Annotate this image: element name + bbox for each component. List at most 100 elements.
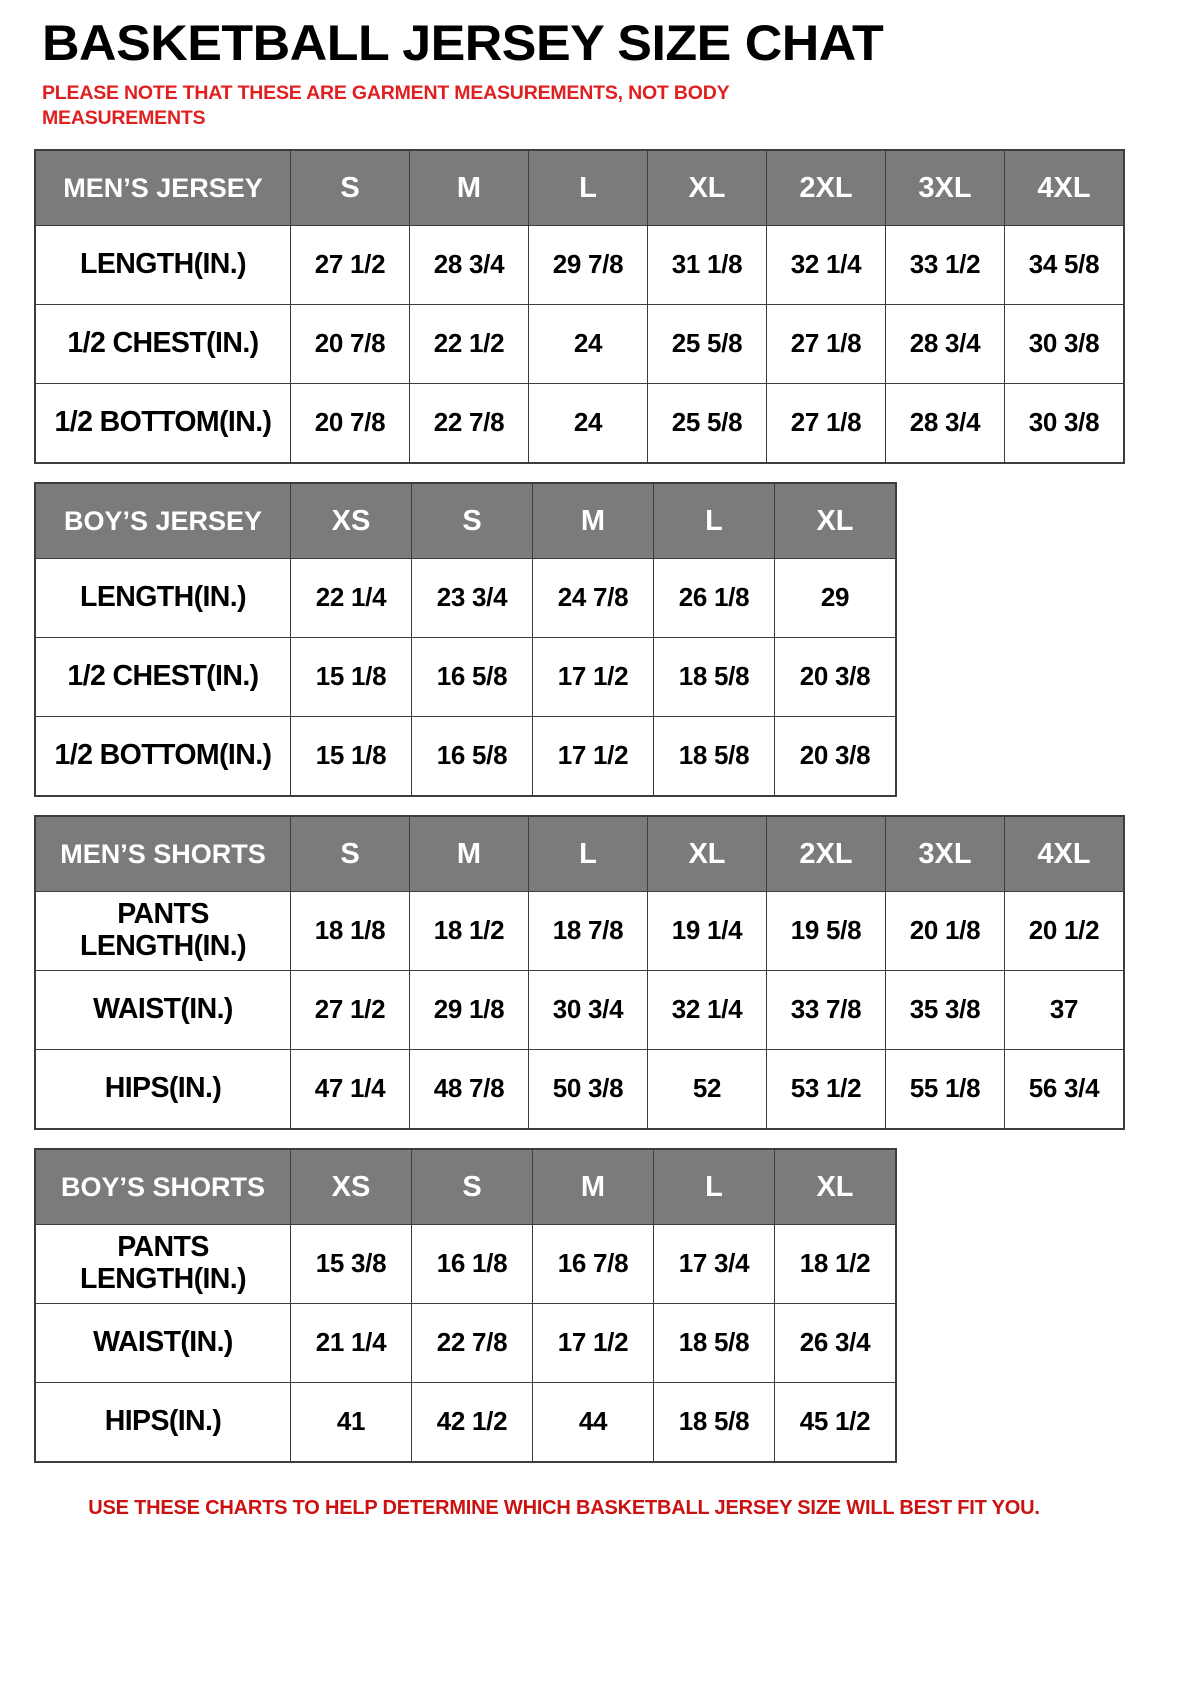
- measurement-cell: 32 1/4: [766, 224, 886, 305]
- column-header-m: M: [532, 482, 654, 559]
- page-title: BASKETBALL JERSEY SIZE CHAT: [42, 15, 884, 71]
- column-header-s: S: [411, 482, 533, 559]
- measurement-cell: 25 5/8: [647, 303, 767, 384]
- measurement-cell: 24: [528, 382, 648, 464]
- size-table-mens-jersey: MEN’S JERSEY S M L XL 2XL 3XL 4XL LENGTH(IN.) 27 …: [34, 148, 1125, 464]
- row-label-line-1: PANTS: [117, 898, 209, 930]
- column-header-l: L: [528, 815, 648, 892]
- measurement-note: PLEASE NOTE THAT THESE ARE GARMENT MEASU…: [42, 82, 730, 129]
- measurement-cell: 20 3/8: [774, 715, 897, 797]
- table-row: HIPS(IN.) 41 42 1/2 44 18 5/8 45 1/2: [34, 1381, 897, 1463]
- row-label: 1/2 BOTTOM(IN.): [34, 382, 291, 464]
- measurement-cell: 56 3/4: [1004, 1048, 1125, 1130]
- measurement-cell: 41: [290, 1381, 412, 1463]
- table-row: LENGTH(IN.) 22 1/4 23 3/4 24 7/8 26 1/8 29: [34, 557, 897, 638]
- column-header-4xl: 4XL: [1004, 149, 1125, 226]
- table-row: 1/2 BOTTOM(IN.) 20 7/8 22 7/8 24 25 5/8 27 1/…: [34, 382, 1125, 464]
- table-header-row: BOY’S SHORTS XS S M L XL: [34, 1148, 897, 1225]
- size-table-boys-shorts: BOY’S SHORTS XS S M L XL PANTS LENGTH(IN.) 15 3/…: [34, 1147, 897, 1463]
- measurement-cell: 16 5/8: [411, 636, 533, 717]
- column-header-xl: XL: [647, 149, 767, 226]
- measurement-cell: 15 1/8: [290, 636, 412, 717]
- measurement-cell: 18 5/8: [653, 1381, 775, 1463]
- column-header-xl: XL: [774, 482, 897, 559]
- measurement-cell: 32 1/4: [647, 969, 767, 1050]
- table-wrapper-boys-jersey: BOY’S JERSEY XS S M L XL LENGTH(IN.) 22 1/4 23 3…: [34, 481, 1166, 797]
- row-label: PANTS LENGTH(IN.): [34, 890, 291, 971]
- row-label: 1/2 CHEST(IN.): [34, 303, 291, 384]
- tables-container: MEN’S JERSEY S M L XL 2XL 3XL 4XL LENGTH(IN.) 27 …: [34, 148, 1166, 1463]
- size-table-mens-shorts: MEN’S SHORTS S M L XL 2XL 3XL 4XL PANTS LENGTH(IN…: [34, 814, 1125, 1130]
- measurement-cell: 29 7/8: [528, 224, 648, 305]
- measurement-cell: 16 7/8: [532, 1223, 654, 1304]
- column-header-s: S: [290, 149, 410, 226]
- column-header-l: L: [653, 482, 775, 559]
- row-label-line-2: LENGTH(IN.): [80, 929, 247, 962]
- measurement-cell: 37: [1004, 969, 1125, 1050]
- measurement-cell: 35 3/8: [885, 969, 1005, 1050]
- row-label-line-1: PANTS: [117, 1231, 209, 1263]
- table-row: HIPS(IN.) 47 1/4 48 7/8 50 3/8 52 53 1/2 55 1/…: [34, 1048, 1125, 1130]
- table-corner-label: MEN’S JERSEY: [34, 149, 291, 226]
- measurement-cell: 27 1/2: [290, 224, 410, 305]
- measurement-cell: 24 7/8: [532, 557, 654, 638]
- row-label: WAIST(IN.): [34, 1302, 291, 1383]
- measurement-cell: 44: [532, 1381, 654, 1463]
- table-row: 1/2 CHEST(IN.) 15 1/8 16 5/8 17 1/2 18 5/8 20…: [34, 636, 897, 717]
- measurement-cell: 28 3/4: [885, 303, 1005, 384]
- column-header-2xl: 2XL: [766, 815, 886, 892]
- measurement-cell: 31 1/8: [647, 224, 767, 305]
- measurement-cell: 22 1/4: [290, 557, 412, 638]
- table-row: WAIST(IN.) 27 1/2 29 1/8 30 3/4 32 1/4 33 7/8…: [34, 969, 1125, 1050]
- measurement-cell: 15 1/8: [290, 715, 412, 797]
- row-label: 1/2 BOTTOM(IN.): [34, 715, 291, 797]
- measurement-cell: 17 1/2: [532, 1302, 654, 1383]
- table-corner-label: BOY’S SHORTS: [34, 1148, 291, 1225]
- measurement-cell: 30 3/8: [1004, 303, 1125, 384]
- measurement-cell: 17 3/4: [653, 1223, 775, 1304]
- measurement-cell: 20 7/8: [290, 382, 410, 464]
- measurement-cell: 18 1/2: [409, 890, 529, 971]
- measurement-cell: 34 5/8: [1004, 224, 1125, 305]
- measurement-cell: 50 3/8: [528, 1048, 648, 1130]
- measurement-cell: 55 1/8: [885, 1048, 1005, 1130]
- measurement-cell: 19 1/4: [647, 890, 767, 971]
- measurement-cell: 33 1/2: [885, 224, 1005, 305]
- measurement-cell: 18 1/8: [290, 890, 410, 971]
- row-label: 1/2 CHEST(IN.): [34, 636, 291, 717]
- measurement-cell: 27 1/8: [766, 382, 886, 464]
- measurement-cell: 26 1/8: [653, 557, 775, 638]
- measurement-cell: 22 7/8: [411, 1302, 533, 1383]
- row-label: LENGTH(IN.): [34, 224, 291, 305]
- measurement-cell: 20 1/2: [1004, 890, 1125, 971]
- measurement-cell: 16 5/8: [411, 715, 533, 797]
- table-header-row: MEN’S JERSEY S M L XL 2XL 3XL 4XL: [34, 149, 1125, 226]
- table-row: 1/2 CHEST(IN.) 20 7/8 22 1/2 24 25 5/8 27 1/8…: [34, 303, 1125, 384]
- measurement-cell: 15 3/8: [290, 1223, 412, 1304]
- measurement-cell: 18 7/8: [528, 890, 648, 971]
- table-wrapper-boys-shorts: BOY’S SHORTS XS S M L XL PANTS LENGTH(IN.) 15 3/…: [34, 1147, 1166, 1463]
- measurement-cell: 17 1/2: [532, 636, 654, 717]
- measurement-cell: 53 1/2: [766, 1048, 886, 1130]
- measurement-cell: 26 3/4: [774, 1302, 897, 1383]
- measurement-cell: 47 1/4: [290, 1048, 410, 1130]
- row-label: HIPS(IN.): [34, 1048, 291, 1130]
- column-header-m: M: [532, 1148, 654, 1225]
- column-header-xs: XS: [290, 482, 412, 559]
- measurement-cell: 16 1/8: [411, 1223, 533, 1304]
- measurement-cell: 18 5/8: [653, 1302, 775, 1383]
- column-header-l: L: [653, 1148, 775, 1225]
- table-corner-label: MEN’S SHORTS: [34, 815, 291, 892]
- footer-note: USE THESE CHARTS TO HELP DETERMINE WHICH…: [88, 1496, 1040, 1519]
- table-row: PANTS LENGTH(IN.) 18 1/8 18 1/2 18 7/8 19 1/4…: [34, 890, 1125, 971]
- measurement-cell: 30 3/8: [1004, 382, 1125, 464]
- table-row: 1/2 BOTTOM(IN.) 15 1/8 16 5/8 17 1/2 18 5/8 2…: [34, 715, 897, 797]
- column-header-s: S: [411, 1148, 533, 1225]
- measurement-cell: 22 7/8: [409, 382, 529, 464]
- measurement-cell: 23 3/4: [411, 557, 533, 638]
- column-header-3xl: 3XL: [885, 815, 1005, 892]
- column-header-s: S: [290, 815, 410, 892]
- table-header-row: MEN’S SHORTS S M L XL 2XL 3XL 4XL: [34, 815, 1125, 892]
- measurement-cell: 29: [774, 557, 897, 638]
- row-label: WAIST(IN.): [34, 969, 291, 1050]
